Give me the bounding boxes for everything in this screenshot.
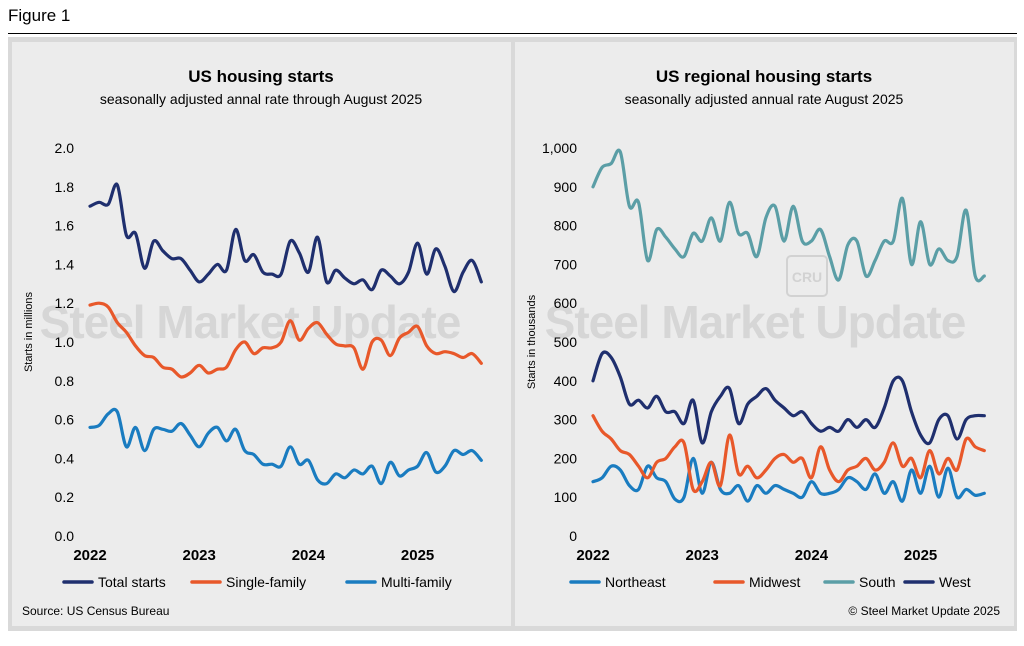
series-line-northeast: [591, 456, 986, 504]
series-line-west: [591, 350, 986, 446]
chart-panel-us-housing-starts: Steel Market Update US housing starts seas…: [12, 42, 511, 626]
legend-label-total-starts: Total starts: [98, 574, 166, 590]
y-tick-label: 400: [554, 373, 578, 389]
legend-label-midwest: Midwest: [749, 574, 800, 590]
y-tick-label: 0.0: [55, 528, 75, 544]
cru-logo-text: CRU: [792, 269, 822, 285]
x-tick-label: 2025: [904, 547, 937, 564]
legend-item-northeast: Northeast: [569, 574, 666, 590]
legend-label-multi-family: Multi-family: [381, 574, 452, 590]
y-tick-label: 1.8: [55, 179, 75, 195]
figure-label: Figure 1: [8, 6, 71, 25]
x-tick-label: 2023: [686, 547, 719, 564]
legend-label-west: West: [939, 574, 971, 590]
legend-label-northeast: Northeast: [605, 574, 666, 590]
y-axis-label: Starts in millions: [23, 291, 35, 372]
y-tick-label: 1.0: [55, 334, 75, 350]
x-tick-label: 2022: [73, 547, 106, 564]
y-tick-label: 2.0: [55, 140, 75, 156]
series-line-total-starts: [88, 182, 483, 294]
legend-item-total-starts: Total starts: [62, 574, 166, 590]
chart-svg-regional-housing-starts: Steel Market Update CRU US regional housin…: [526, 67, 986, 590]
legend-label-south: South: [859, 574, 896, 590]
cru-logo-frame: [786, 255, 828, 297]
source-note: Source: US Census Bureau: [22, 604, 170, 618]
x-tick-label: 2025: [401, 547, 434, 564]
legend-item-west: West: [903, 574, 971, 590]
y-tick-label: 800: [554, 218, 578, 234]
y-tick-label: 1.2: [55, 295, 75, 311]
x-tick-label: 2023: [183, 547, 216, 564]
cru-logo-watermark: CRU: [786, 255, 828, 297]
series-line-south: [591, 148, 986, 283]
y-tick-label: 1,000: [542, 140, 577, 156]
watermark-text: Steel Market Update: [545, 296, 966, 348]
y-tick-label: 0.2: [55, 489, 75, 505]
chart-title: US housing starts: [188, 67, 333, 86]
y-tick-label: 900: [554, 179, 578, 195]
y-tick-label: 700: [554, 256, 578, 272]
top-rule: [8, 33, 1017, 34]
watermark-text: Steel Market Update: [40, 296, 461, 348]
x-tick-label: 2024: [292, 547, 326, 564]
y-tick-label: 0.8: [55, 373, 75, 389]
y-tick-label: 600: [554, 295, 578, 311]
y-tick-label: 1.4: [55, 256, 75, 272]
legend-item-midwest: Midwest: [713, 574, 800, 590]
chart-panel-regional-housing-starts: Steel Market Update CRU US regional housin…: [515, 42, 1014, 626]
series-line-single-family: [88, 301, 483, 379]
x-tick-label: 2022: [576, 547, 609, 564]
y-tick-label: 0.4: [55, 450, 75, 466]
chart-subtitle: seasonally adjusted annal rate through A…: [100, 91, 422, 107]
legend-item-multi-family: Multi-family: [345, 574, 452, 590]
y-tick-label: 200: [554, 450, 578, 466]
copyright-note: © Steel Market Update 2025: [848, 604, 1000, 618]
y-tick-label: 1.6: [55, 218, 75, 234]
chart-title: US regional housing starts: [656, 67, 872, 86]
x-tick-label: 2024: [795, 547, 829, 564]
y-tick-label: 100: [554, 489, 578, 505]
series-line-midwest: [591, 414, 986, 494]
series-line-multi-family: [88, 407, 483, 486]
y-tick-label: 300: [554, 412, 578, 428]
legend-label-single-family: Single-family: [226, 574, 306, 590]
chart-svg-us-housing-starts: Steel Market Update US housing starts seas…: [23, 67, 483, 590]
legend-item-south: South: [823, 574, 896, 590]
y-tick-label: 500: [554, 334, 578, 350]
y-axis-label: Starts in thousands: [526, 294, 538, 389]
y-tick-label: 0.6: [55, 412, 75, 428]
legend-item-single-family: Single-family: [190, 574, 306, 590]
y-tick-label: 0: [569, 528, 577, 544]
chart-subtitle: seasonally adjusted annual rate August 2…: [625, 91, 904, 107]
